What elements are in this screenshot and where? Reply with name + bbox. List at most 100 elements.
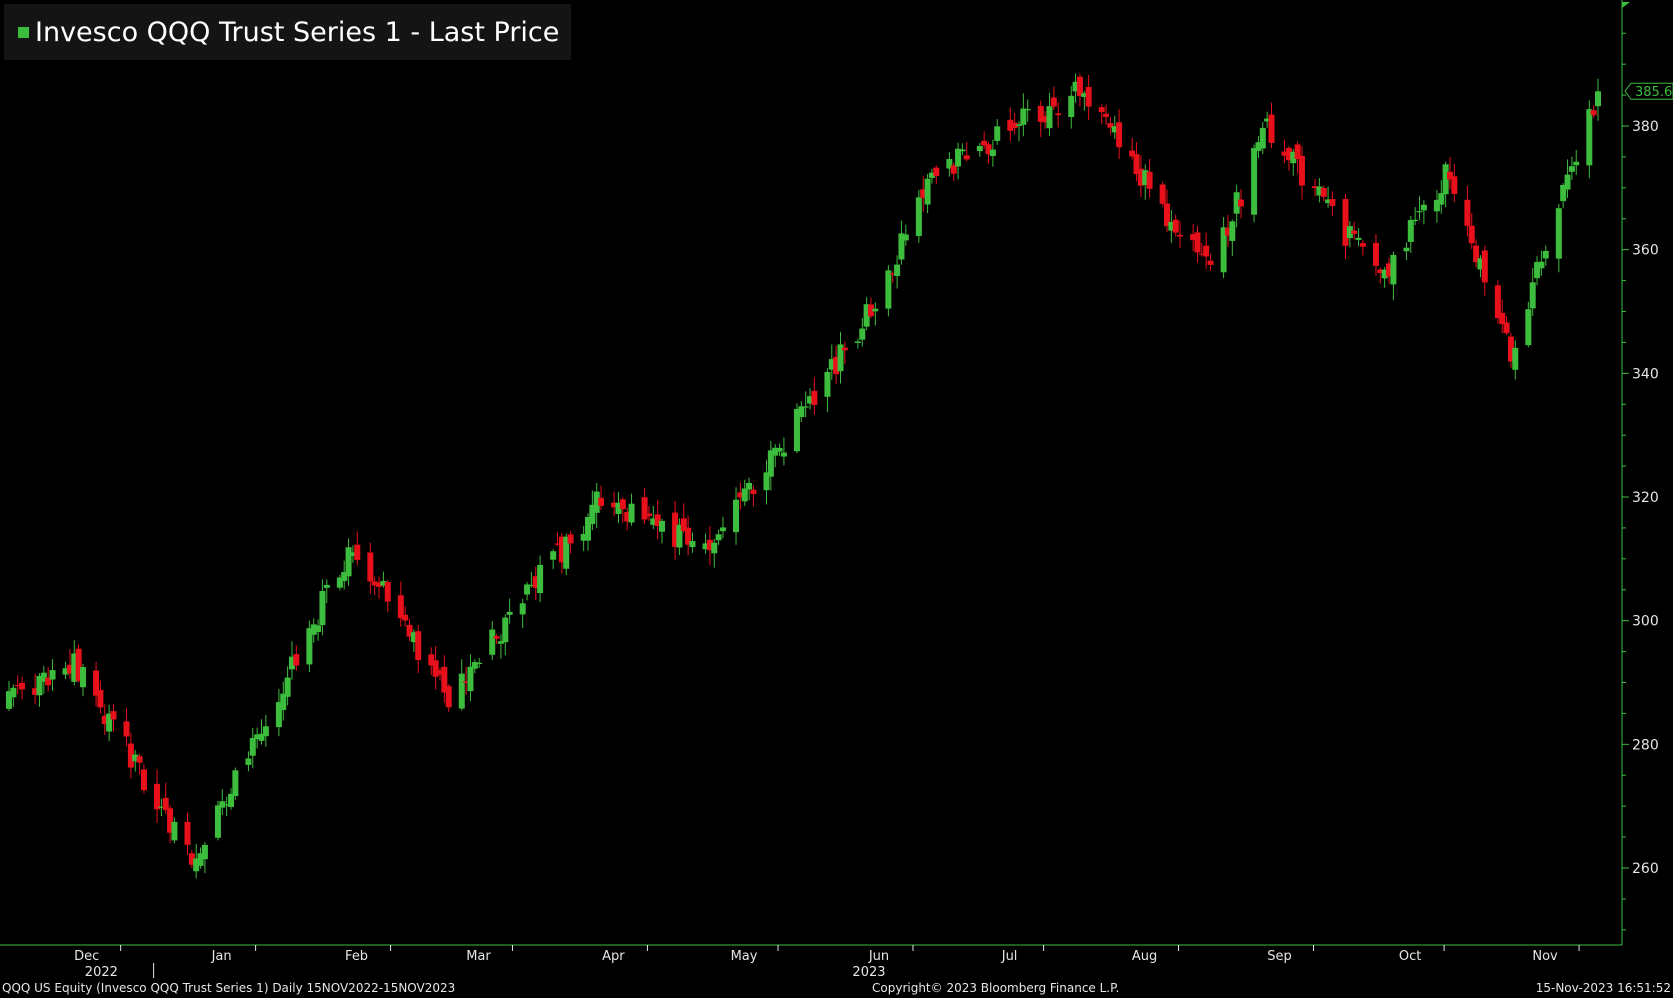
candle	[1586, 100, 1593, 179]
candle-body	[554, 543, 561, 545]
candle-body	[167, 808, 174, 833]
candle	[854, 338, 861, 349]
candle-body	[828, 359, 835, 370]
candle-body	[66, 664, 73, 674]
candle-body	[402, 614, 409, 621]
candle-body	[223, 804, 230, 806]
candle-body	[506, 611, 513, 615]
candle	[654, 500, 661, 540]
candle	[80, 664, 87, 697]
candle	[558, 532, 565, 574]
candle-body	[384, 582, 391, 602]
candle-body	[1011, 122, 1018, 129]
y-tick-label: 320	[1632, 490, 1659, 506]
candle	[341, 560, 348, 590]
candle-body	[1020, 108, 1027, 125]
x-tick-label: Aug	[1132, 949, 1157, 964]
candle-body	[1259, 127, 1266, 149]
candle-body	[963, 155, 970, 160]
candle-body	[1024, 109, 1031, 111]
candle	[1146, 159, 1153, 198]
candle	[1477, 255, 1484, 278]
candle	[1068, 85, 1075, 129]
candle	[106, 704, 113, 742]
candle	[167, 805, 174, 843]
candle-body	[1172, 219, 1179, 233]
candle-body	[1416, 211, 1423, 213]
candle	[1129, 138, 1136, 160]
candle-body	[1464, 199, 1471, 226]
candle	[40, 666, 47, 694]
candle	[1007, 107, 1014, 142]
candle-body	[550, 551, 557, 560]
candle-body	[306, 628, 313, 665]
candle	[184, 812, 191, 855]
candle	[19, 676, 26, 700]
candle-body	[489, 629, 496, 655]
candle	[154, 769, 161, 823]
candle-body	[62, 668, 69, 675]
candle-body	[1555, 208, 1562, 259]
candle-body	[1325, 199, 1332, 204]
candle	[397, 581, 404, 627]
candle	[66, 649, 73, 679]
candle-body	[1420, 204, 1427, 211]
candle	[376, 576, 383, 599]
candle-body	[650, 518, 657, 525]
candle-body	[1076, 76, 1083, 97]
candle	[476, 658, 483, 668]
candle-body	[162, 797, 169, 810]
candle-body	[580, 534, 587, 541]
candle	[1525, 301, 1532, 348]
candle-body	[750, 489, 757, 495]
y-tick-label: 280	[1632, 737, 1659, 753]
candle	[280, 681, 287, 721]
candle-body	[1316, 186, 1323, 196]
candle-body	[354, 544, 361, 560]
candle	[463, 666, 470, 695]
candle	[659, 518, 666, 544]
candle-body	[319, 591, 326, 626]
candle-body	[1320, 188, 1327, 197]
candle-body	[1116, 122, 1123, 148]
candle-body	[641, 497, 648, 520]
candle-body	[519, 603, 526, 615]
candle-body	[1390, 254, 1397, 285]
candle-body	[432, 660, 439, 677]
candle-body	[711, 542, 718, 554]
candle-body	[463, 681, 470, 683]
candle	[1133, 142, 1140, 182]
candle-body	[1142, 170, 1149, 185]
candle-body	[1494, 285, 1501, 319]
candle	[1446, 156, 1453, 190]
candle	[36, 673, 43, 707]
x-tick-label: Jul	[1001, 949, 1018, 964]
candle-body	[410, 632, 417, 643]
candle	[593, 482, 600, 528]
candle-body	[75, 648, 82, 681]
candle-body	[1098, 107, 1105, 113]
x-tick-label: Mar	[466, 949, 491, 964]
candle	[197, 847, 204, 869]
candle-body	[976, 146, 983, 152]
candle	[767, 441, 774, 491]
candle	[989, 139, 996, 167]
candle-body	[110, 711, 117, 720]
candle	[380, 571, 387, 588]
candle-body	[288, 656, 295, 670]
candle-body	[702, 543, 709, 550]
candle-body	[1198, 253, 1205, 255]
candle	[1085, 74, 1092, 120]
candle	[706, 526, 713, 566]
candle-body	[1220, 227, 1227, 273]
candle	[1464, 185, 1471, 237]
x-axis: NovDecJanFebMarAprMayJunJulAugSepOctNov2…	[0, 944, 1622, 980]
candle-body	[1285, 147, 1292, 161]
candle	[1316, 177, 1323, 203]
candle-body	[1381, 269, 1388, 279]
candle	[1503, 315, 1510, 336]
candle-body	[741, 488, 748, 502]
candle	[127, 732, 134, 779]
candle-body	[1068, 95, 1075, 118]
